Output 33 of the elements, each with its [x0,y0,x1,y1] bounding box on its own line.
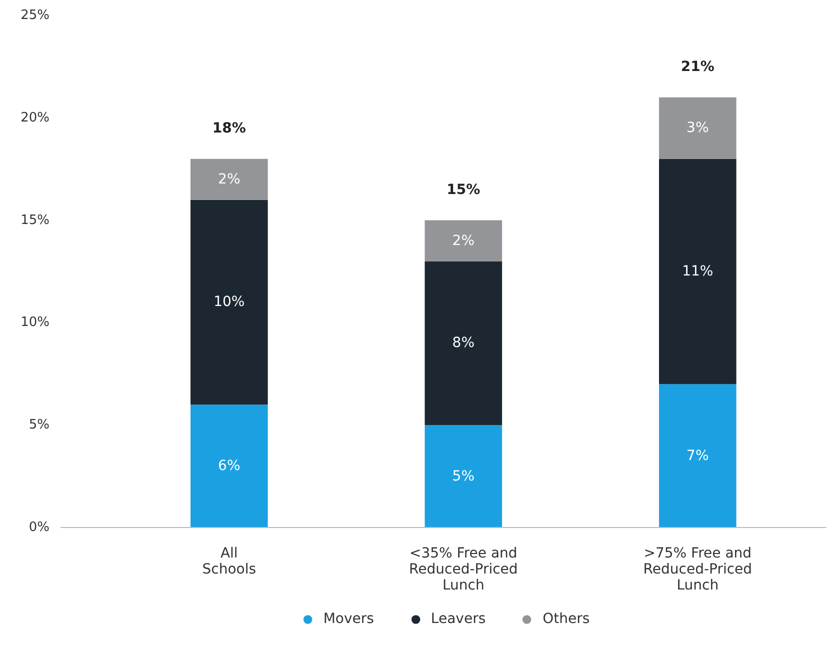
legend-label: Movers [323,611,374,627]
total-label: 18% [212,120,246,136]
bar [190,200,268,405]
data-label: 8% [452,335,475,352]
total-label: 21% [680,58,714,75]
data-label: 3% [686,120,709,136]
total-label: 15% [446,182,480,198]
data-label: 2% [452,232,475,249]
data-label: 7% [686,448,709,464]
bar [190,158,268,200]
data-label: 10% [214,294,245,310]
bar [424,425,502,528]
data-label: 11% [682,264,714,280]
x-tick-label: >75% Free and Reduced-Priced Lunch [643,546,752,594]
x-tick-label: All Schools [202,546,256,578]
bar [659,158,736,384]
data-label: 6% [218,458,240,474]
legend-label: Leavers [430,611,486,627]
y-tick-label: 20% [20,110,50,126]
bar [659,97,736,159]
y-tick-label: 0% [28,520,50,535]
bar [424,261,502,426]
legend-label: Others [542,611,590,627]
y-tick-label: 25% [20,8,50,23]
y-tick-label: 15% [20,212,50,228]
x-tick-label: <35% Free and Reduced-Priced Lunch [409,546,518,594]
y-tick-label: 10% [20,315,50,330]
data-label: 5% [452,468,475,484]
bar [659,384,736,528]
data-label: 2% [218,171,240,188]
bar [424,220,502,262]
bar [190,404,268,528]
y-tick-label: 5% [28,418,50,433]
